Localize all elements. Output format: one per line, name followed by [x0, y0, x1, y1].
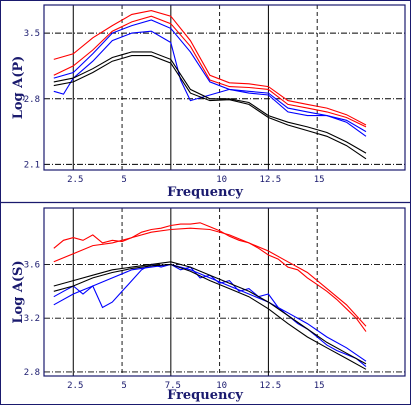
panel-log-ap: 2.1 2.8 3.5 2.5 5 10 12.5 15 Frequency Log A(P)	[11, 4, 406, 200]
series-line	[53, 10, 367, 126]
y-tick-label: 3.5	[24, 29, 40, 39]
y-tick-label: 2.8	[24, 95, 40, 105]
x-tick-label: 15	[314, 381, 325, 391]
y-axis-label: Log A(P)	[11, 56, 26, 120]
series-line	[53, 263, 367, 362]
x-tick-label: 15	[314, 175, 325, 185]
series-line	[53, 263, 367, 368]
series-line	[53, 30, 367, 137]
series-line	[53, 55, 367, 160]
x-tick-label: 12.5	[260, 381, 282, 391]
x-tick-label: 10	[216, 175, 227, 185]
x-tick-label: 2.5	[67, 175, 83, 185]
x-axis-label: Frequency	[167, 388, 243, 403]
y-tick-label: 2.8	[24, 368, 40, 378]
series-line	[53, 261, 367, 365]
x-tick-label: 5	[121, 381, 126, 391]
y-tick-label: 3.6	[24, 260, 40, 270]
x-tick-label: 2.5	[67, 381, 83, 391]
series-line	[53, 263, 367, 370]
plot-frame	[43, 4, 406, 171]
plot-frame	[43, 207, 406, 377]
series-line	[53, 222, 367, 332]
x-tick-label: 12.5	[260, 175, 282, 185]
x-tick-label: 7.5	[165, 381, 181, 391]
y-axis-label: Log A(S)	[11, 260, 26, 323]
panel-log-as: 2.8 3.2 3.6 2.5 5 7.5 10 12.5 15 Frequency Log A(S…	[11, 207, 406, 403]
x-tick-label: 5	[121, 175, 126, 185]
series-line	[53, 227, 367, 327]
y-tick-label: 2.1	[24, 160, 40, 170]
series-line	[53, 15, 367, 128]
series-line	[53, 19, 367, 133]
x-axis-label: Frequency	[167, 185, 243, 200]
series-line	[53, 51, 367, 154]
y-tick-label: 3.2	[24, 314, 40, 324]
x-tick-label: 10	[216, 381, 227, 391]
